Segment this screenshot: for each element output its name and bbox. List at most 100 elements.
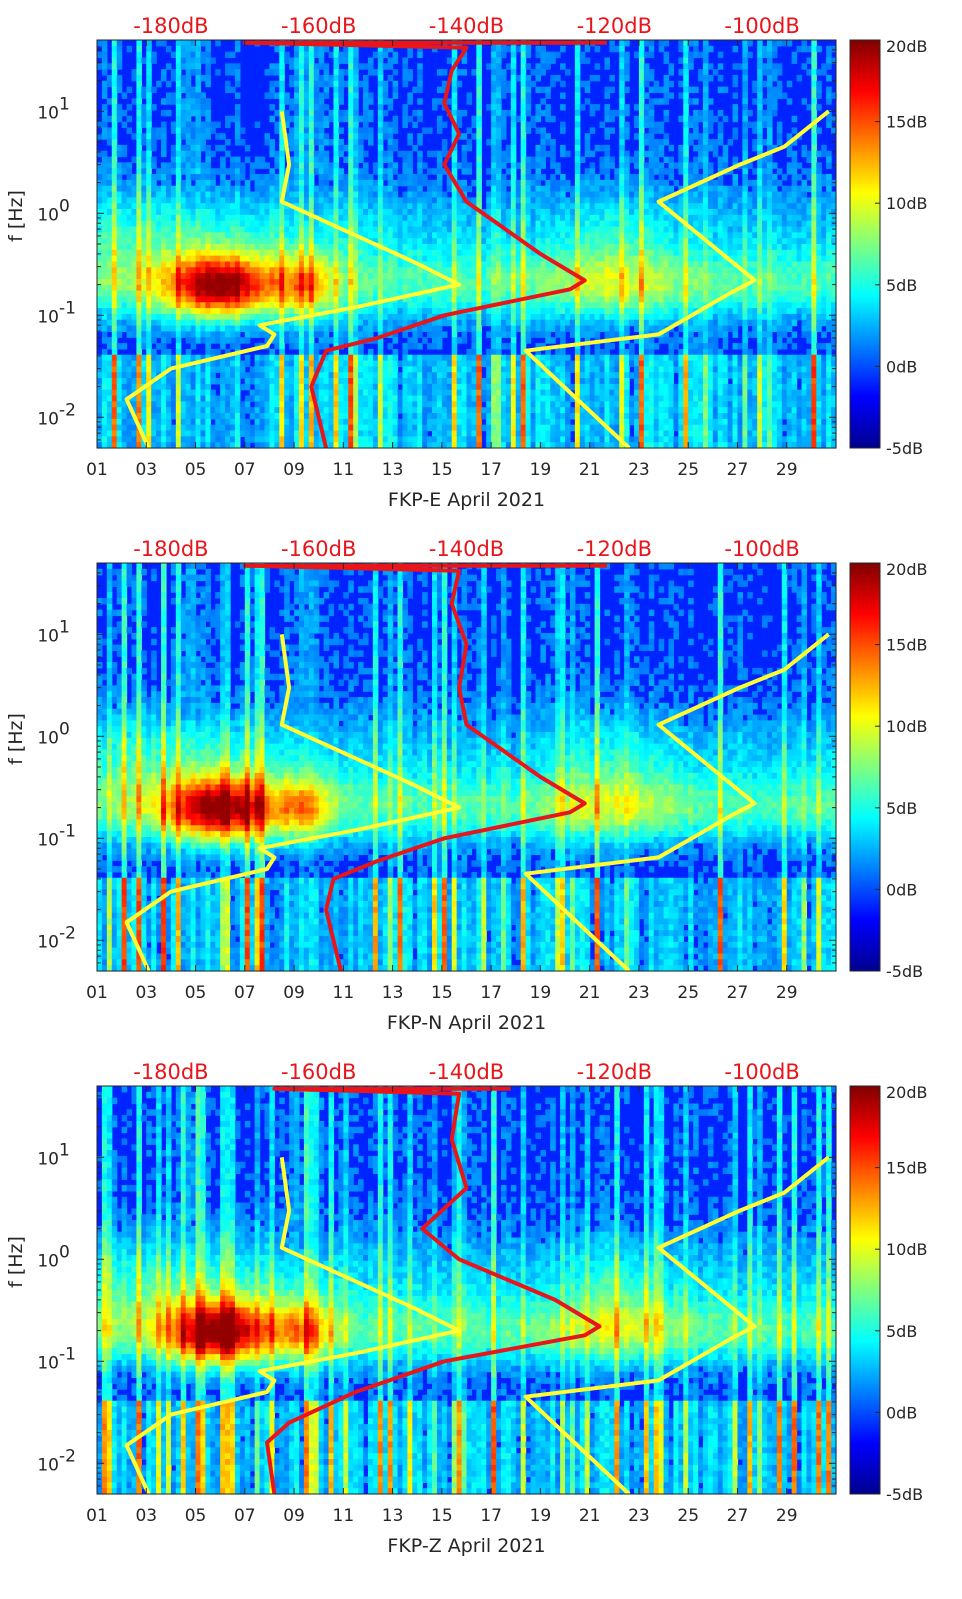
x-tick-label: 05 xyxy=(185,460,207,480)
colorbar-tick-label: 5dB xyxy=(886,799,917,818)
colorbar-gradient xyxy=(849,1085,881,1495)
x-tick-label: 13 xyxy=(382,460,404,480)
y-tick-exponent: -2 xyxy=(59,1446,76,1466)
x-tick-label: 27 xyxy=(727,983,749,1003)
top-db-label: -160dB xyxy=(281,14,356,38)
colorbar-tick-label: 0dB xyxy=(886,357,917,376)
y-axis-label: f [Hz] xyxy=(5,190,27,242)
colorbar-gradient xyxy=(849,562,881,972)
spectrogram-image xyxy=(97,40,837,449)
x-tick-label: 13 xyxy=(382,1506,404,1526)
low-noise-model-curve xyxy=(124,634,462,972)
x-tick-label: 23 xyxy=(628,1506,650,1526)
x-tick-label: 29 xyxy=(776,1506,798,1526)
y-axis-label: f [Hz] xyxy=(5,1236,27,1288)
x-tick-label: 01 xyxy=(86,983,108,1003)
x-tick-label: 19 xyxy=(530,460,552,480)
y-tick-exponent: -2 xyxy=(59,400,76,420)
colorbar-tick-label: 5dB xyxy=(886,1322,917,1341)
top-db-label: -100dB xyxy=(724,537,799,561)
y-tick-exponent: 1 xyxy=(59,617,70,637)
top-db-label: -180dB xyxy=(133,1060,208,1084)
top-db-label: -160dB xyxy=(281,537,356,561)
x-tick-label: 03 xyxy=(135,460,157,480)
colorbar: 20dB 15dB 10dB 5dB 0dB -5dB xyxy=(849,1083,928,1504)
top-db-label: -180dB xyxy=(133,14,208,38)
x-tick-label: 23 xyxy=(628,983,650,1003)
y-tick-label: 10 xyxy=(37,1251,59,1271)
colorbar-tick-label: 15dB xyxy=(886,1159,928,1178)
y-tick-exponent: -1 xyxy=(59,298,76,318)
top-db-label: -140dB xyxy=(429,1060,504,1084)
top-db-label: -100dB xyxy=(724,1060,799,1084)
y-tick-label: 10 xyxy=(37,932,59,952)
y-tick-label: 10 xyxy=(37,626,59,646)
colorbar-tick-label: 20dB xyxy=(886,560,928,579)
y-tick-exponent: 1 xyxy=(59,1140,70,1160)
x-axis-label: FKP-E April 2021 xyxy=(388,489,545,511)
colorbar-tick-label: 10dB xyxy=(886,194,928,213)
colorbar-tick-label: 10dB xyxy=(886,717,928,736)
top-db-label: -100dB xyxy=(724,14,799,38)
noise-psd-curve xyxy=(242,40,607,449)
x-tick-label: 01 xyxy=(86,460,108,480)
y-tick-exponent: -1 xyxy=(59,1344,76,1364)
x-tick-label: 03 xyxy=(135,983,157,1003)
x-tick-label: 17 xyxy=(480,460,502,480)
x-tick-label: 25 xyxy=(677,983,699,1003)
x-tick-label: 01 xyxy=(86,1506,108,1526)
colorbar-tick-label: -5dB xyxy=(886,962,923,981)
y-tick-label: 10 xyxy=(37,1149,59,1169)
y-tick-label: 10 xyxy=(37,103,59,123)
x-tick-label: 09 xyxy=(283,460,305,480)
y-tick-exponent: 0 xyxy=(59,719,70,739)
y-tick-exponent: -2 xyxy=(59,923,76,943)
x-tick-label: 11 xyxy=(333,983,355,1003)
x-axis-label: FKP-Z April 2021 xyxy=(387,1535,545,1557)
top-db-label: -120dB xyxy=(577,14,652,38)
y-tick-exponent: 0 xyxy=(59,1242,70,1262)
x-tick-label: 19 xyxy=(530,983,552,1003)
y-tick-label: 10 xyxy=(37,205,59,225)
colorbar-tick-label: 10dB xyxy=(886,1240,928,1259)
x-tick-label: 19 xyxy=(530,1506,552,1526)
x-tick-label: 21 xyxy=(579,460,601,480)
top-db-label: -120dB xyxy=(577,1060,652,1084)
x-tick-label: 11 xyxy=(333,460,355,480)
colorbar-tick-label: 0dB xyxy=(886,880,917,899)
top-db-label: -120dB xyxy=(577,537,652,561)
noise-psd-curve xyxy=(242,563,607,972)
x-tick-label: 05 xyxy=(185,1506,207,1526)
top-db-label: -140dB xyxy=(429,14,504,38)
colorbar-tick-label: 20dB xyxy=(886,1083,928,1102)
spectrogram-image xyxy=(97,563,837,972)
colorbar-tick-label: -5dB xyxy=(886,1485,923,1504)
colorbar-tick-label: 5dB xyxy=(886,276,917,295)
colorbar-tick-label: -5dB xyxy=(886,439,923,458)
x-tick-label: 15 xyxy=(431,460,453,480)
high-noise-model-curve xyxy=(523,632,830,973)
y-axis-label: f [Hz] xyxy=(5,713,27,765)
x-tick-label: 07 xyxy=(234,1506,256,1526)
y-tick-label: 10 xyxy=(37,1455,59,1475)
y-tick-label: 10 xyxy=(37,307,59,327)
x-tick-label: 15 xyxy=(431,1506,453,1526)
colorbar-tick-label: 15dB xyxy=(886,113,928,132)
x-tick-label: 17 xyxy=(480,983,502,1003)
x-tick-label: 05 xyxy=(185,983,207,1003)
colorbar: 20dB 15dB 10dB 5dB 0dB -5dB xyxy=(849,560,928,981)
colorbar-tick-label: 20dB xyxy=(886,37,928,56)
x-tick-label: 21 xyxy=(579,983,601,1003)
noise-psd-curve xyxy=(265,1086,602,1495)
x-tick-label: 29 xyxy=(776,983,798,1003)
top-db-label: -160dB xyxy=(281,1060,356,1084)
x-tick-label: 03 xyxy=(135,1506,157,1526)
y-tick-label: 10 xyxy=(37,1353,59,1373)
y-tick-label: 10 xyxy=(37,728,59,748)
colorbar-tick-label: 15dB xyxy=(886,636,928,655)
high-noise-model-curve xyxy=(523,109,830,450)
top-db-label: -180dB xyxy=(133,537,208,561)
x-tick-label: 29 xyxy=(776,460,798,480)
